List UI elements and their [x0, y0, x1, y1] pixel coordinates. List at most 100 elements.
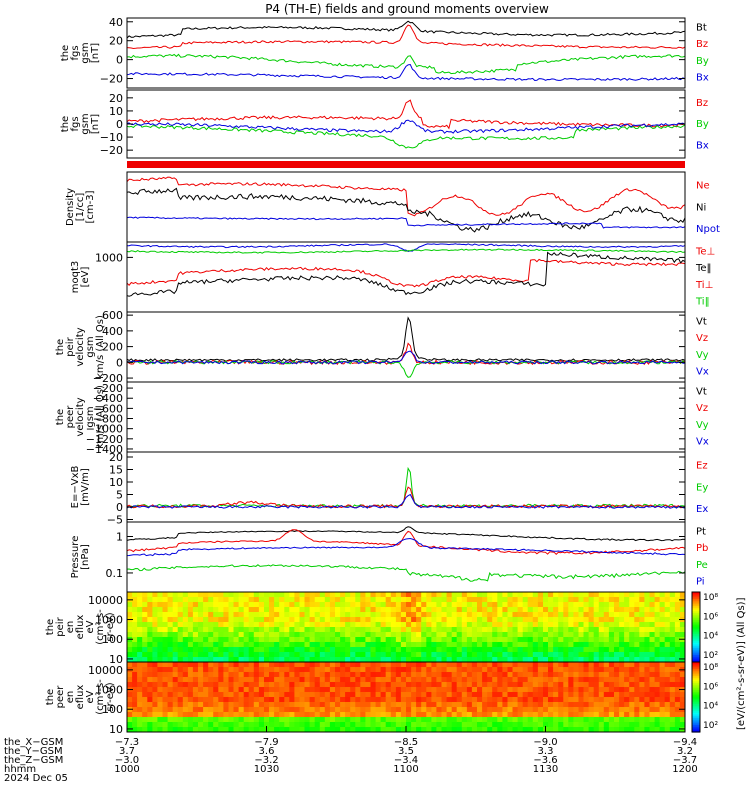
spectrogram-cell	[416, 667, 422, 673]
spectrogram-cell	[578, 662, 584, 668]
y-axis-label-line: (cm²-s-	[95, 609, 106, 645]
spectrogram-cell	[137, 697, 143, 703]
spectrogram-cell	[532, 727, 539, 733]
spectrogram-cell	[172, 687, 179, 693]
spectrogram-cell	[147, 612, 153, 618]
spectrogram-cell	[192, 702, 199, 708]
spectrogram-cell	[543, 717, 549, 723]
spectrogram-cell	[380, 682, 387, 688]
spectrogram-cell	[299, 702, 305, 708]
spectrogram-cell	[629, 727, 635, 733]
colorbar-step	[692, 707, 700, 710]
spectrogram-cell	[233, 602, 239, 608]
spectrogram-cell	[456, 667, 463, 673]
chart-title: P4 (TH-E) fields and ground moments over…	[265, 2, 549, 16]
spectrogram-cell	[532, 622, 539, 628]
spectrogram-cell	[294, 697, 300, 703]
spectrogram-cell	[203, 602, 209, 608]
spectrogram-cell	[294, 622, 300, 628]
spectrogram-cell	[603, 692, 610, 698]
spectrogram-cell	[644, 592, 650, 598]
spectrogram-cell	[253, 612, 260, 618]
spectrogram-cell	[416, 712, 422, 718]
spectrogram-cell	[132, 682, 138, 688]
spectrogram-cell	[634, 637, 640, 643]
spectrogram-cell	[350, 697, 356, 703]
spectrogram-cell	[152, 677, 158, 683]
colorbar-step	[692, 660, 700, 663]
spectrogram-cell	[568, 657, 574, 663]
spectrogram-cell	[370, 602, 376, 608]
spectrogram-cell	[213, 712, 219, 718]
spectrogram-cell	[426, 632, 432, 638]
spectrogram-cell	[289, 592, 295, 598]
spectrogram-cell	[187, 657, 194, 663]
spectrogram-cell	[664, 692, 671, 698]
spectrogram-cell	[441, 687, 447, 693]
spectrogram-cell	[345, 607, 351, 613]
spectrogram-cell	[284, 662, 290, 668]
spectrogram-cell	[167, 597, 174, 603]
spectrogram-cell	[319, 717, 326, 723]
spectrogram-cell	[350, 722, 356, 728]
spectrogram-cell	[406, 687, 412, 693]
spectrogram-cell	[421, 637, 427, 643]
spectrogram-cell	[654, 672, 661, 678]
spectrogram-cell	[426, 652, 432, 658]
spectrogram-cell	[629, 617, 635, 623]
spectrogram-cell	[289, 702, 295, 708]
spectrogram-cell	[340, 622, 346, 628]
spectrogram-cell	[360, 602, 366, 608]
spectrogram-cell	[583, 592, 589, 598]
x-axis-row-label: the_Z−GSM	[4, 755, 63, 766]
spectrogram-cell	[329, 712, 336, 718]
spectrogram-cell	[167, 632, 174, 638]
spectrogram-cell	[578, 612, 584, 618]
spectrogram-cell	[456, 642, 463, 648]
y-axis-label-line: gsm	[80, 42, 91, 63]
spectrogram-cell	[132, 677, 138, 683]
spectrogram-cell	[289, 677, 295, 683]
spectrogram-cell	[223, 617, 229, 623]
spectrogram-cell	[568, 627, 574, 633]
spectrogram-cell	[380, 637, 387, 643]
spectrogram-cell	[243, 627, 250, 633]
spectrogram-cell	[198, 637, 204, 643]
spectrogram-cell	[198, 627, 204, 633]
spectrogram-cell	[380, 692, 387, 698]
colorbar-tick-label: 10⁶	[703, 612, 718, 622]
spectrogram-cell	[340, 677, 346, 683]
spectrogram-cell	[593, 722, 600, 728]
spectrogram-cell	[157, 632, 163, 638]
spectrogram-cell	[142, 607, 148, 613]
spectrogram-cell	[537, 612, 544, 618]
spectrogram-cell	[588, 712, 595, 718]
spectrogram-cell	[451, 657, 458, 663]
spectrogram-cell	[466, 672, 473, 678]
spectrogram-cell	[441, 622, 447, 628]
spectrogram-cell	[324, 622, 331, 628]
spectrogram-cell	[558, 707, 564, 713]
spectrogram-cell	[659, 672, 666, 678]
spectrogram-cell	[466, 592, 473, 598]
spectrogram-cell	[446, 632, 453, 638]
spectrogram-cell	[294, 632, 300, 638]
spectrogram-cell	[127, 652, 133, 658]
y-tick-label: 20	[109, 92, 123, 105]
spectrogram-cell	[517, 727, 524, 733]
spectrogram-cell	[583, 697, 589, 703]
colorbar-step	[692, 628, 700, 632]
y-axis-label-line: the	[45, 689, 56, 705]
spectrogram-cell	[517, 702, 524, 708]
spectrogram-cell	[548, 667, 554, 673]
spectrogram-cell	[436, 617, 442, 623]
spectrogram-cell	[411, 612, 417, 618]
colorbar-step	[692, 676, 700, 679]
spectrogram-cell	[340, 602, 346, 608]
spectrogram-cell	[314, 692, 321, 698]
spectrogram-cell	[299, 697, 305, 703]
spectrogram-cell	[517, 617, 524, 623]
spectrogram-cell	[147, 657, 153, 663]
spectrogram-cell	[365, 697, 371, 703]
spectrogram-cell	[603, 712, 610, 718]
